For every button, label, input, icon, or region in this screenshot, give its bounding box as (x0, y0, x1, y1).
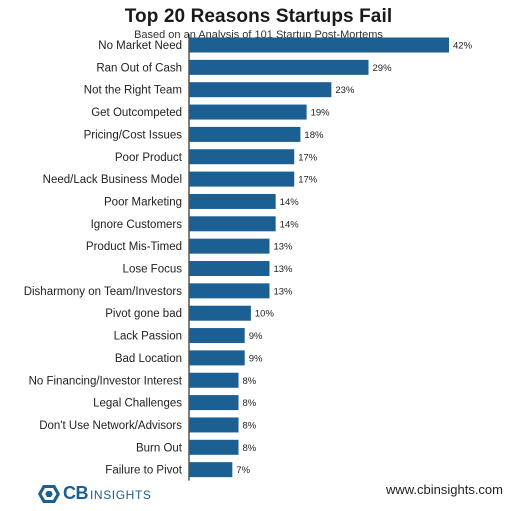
bar (189, 305, 251, 321)
value-label: 7% (236, 465, 250, 476)
category-label: Ran Out of Cash (96, 62, 182, 74)
logo-cb-text: CB (63, 483, 89, 503)
category-label: Get Outcompeted (91, 107, 182, 119)
bar (189, 328, 245, 344)
category-label: Ignore Customers (91, 219, 183, 231)
cb-insights-logo-mark (38, 484, 60, 503)
category-label: No Financing/Investor Interest (29, 375, 183, 387)
bar (189, 395, 239, 411)
category-label: Failure to Pivot (105, 465, 183, 477)
category-label: Product Mis-Timed (86, 241, 182, 253)
value-label: 10% (255, 309, 275, 320)
bar (189, 439, 239, 455)
bar (189, 149, 295, 165)
bar (189, 59, 369, 75)
bar (189, 462, 233, 478)
value-label: 13% (273, 242, 293, 253)
category-label: Need/Lack Business Model (43, 174, 182, 186)
bar (189, 171, 295, 187)
value-label: 13% (273, 286, 293, 297)
bar (189, 350, 245, 366)
bar (189, 261, 270, 276)
category-label: Poor Product (115, 152, 183, 164)
bar (189, 283, 270, 299)
logo-insights-text: INSIGHTS (90, 488, 152, 502)
category-label: Bad Location (115, 353, 182, 365)
value-label: 8% (243, 420, 257, 431)
chart-title: Top 20 Reasons Startups Fail (124, 6, 393, 27)
bar (189, 238, 270, 254)
category-label: Not the Right Team (84, 85, 182, 97)
bar (189, 126, 301, 142)
value-label: 17% (298, 152, 318, 163)
value-label: 8% (243, 398, 257, 409)
bar (189, 216, 276, 232)
bar (189, 193, 276, 209)
value-label: 17% (298, 175, 318, 186)
bar (189, 37, 449, 53)
value-label: 23% (335, 85, 355, 96)
category-label: Poor Marketing (104, 196, 182, 208)
category-label: Legal Challenges (93, 398, 182, 410)
category-label: No Market Need (98, 40, 182, 52)
category-label: Pivot gone bad (105, 308, 182, 320)
category-label: Burn Out (136, 442, 183, 454)
footer-url: www.cbinsights.com (385, 482, 503, 497)
value-label: 9% (249, 331, 263, 342)
value-label: 14% (280, 219, 300, 230)
bar (189, 372, 239, 388)
value-label: 9% (249, 353, 263, 364)
bars-group: No Market Need 42% Ran Out of Cash 29% Not t… (24, 37, 473, 478)
bar (189, 104, 307, 120)
value-label: 13% (273, 264, 293, 275)
category-label: Disharmony on Team/Investors (24, 286, 183, 298)
category-label: Don't Use Network/Advisors (39, 420, 182, 432)
bar (189, 417, 239, 433)
category-label: Pricing/Cost Issues (84, 129, 183, 141)
value-label: 42% (453, 41, 473, 52)
category-label: Lack Passion (114, 331, 182, 343)
category-label: Lose Focus (123, 264, 183, 276)
value-label: 8% (243, 443, 257, 454)
value-label: 14% (280, 197, 300, 208)
value-label: 18% (304, 130, 324, 141)
cb-insights-logo: CB INSIGHTS (38, 483, 151, 504)
value-label: 29% (373, 63, 393, 74)
value-label: 19% (311, 108, 331, 119)
bar (189, 82, 332, 98)
value-label: 8% (243, 376, 257, 387)
